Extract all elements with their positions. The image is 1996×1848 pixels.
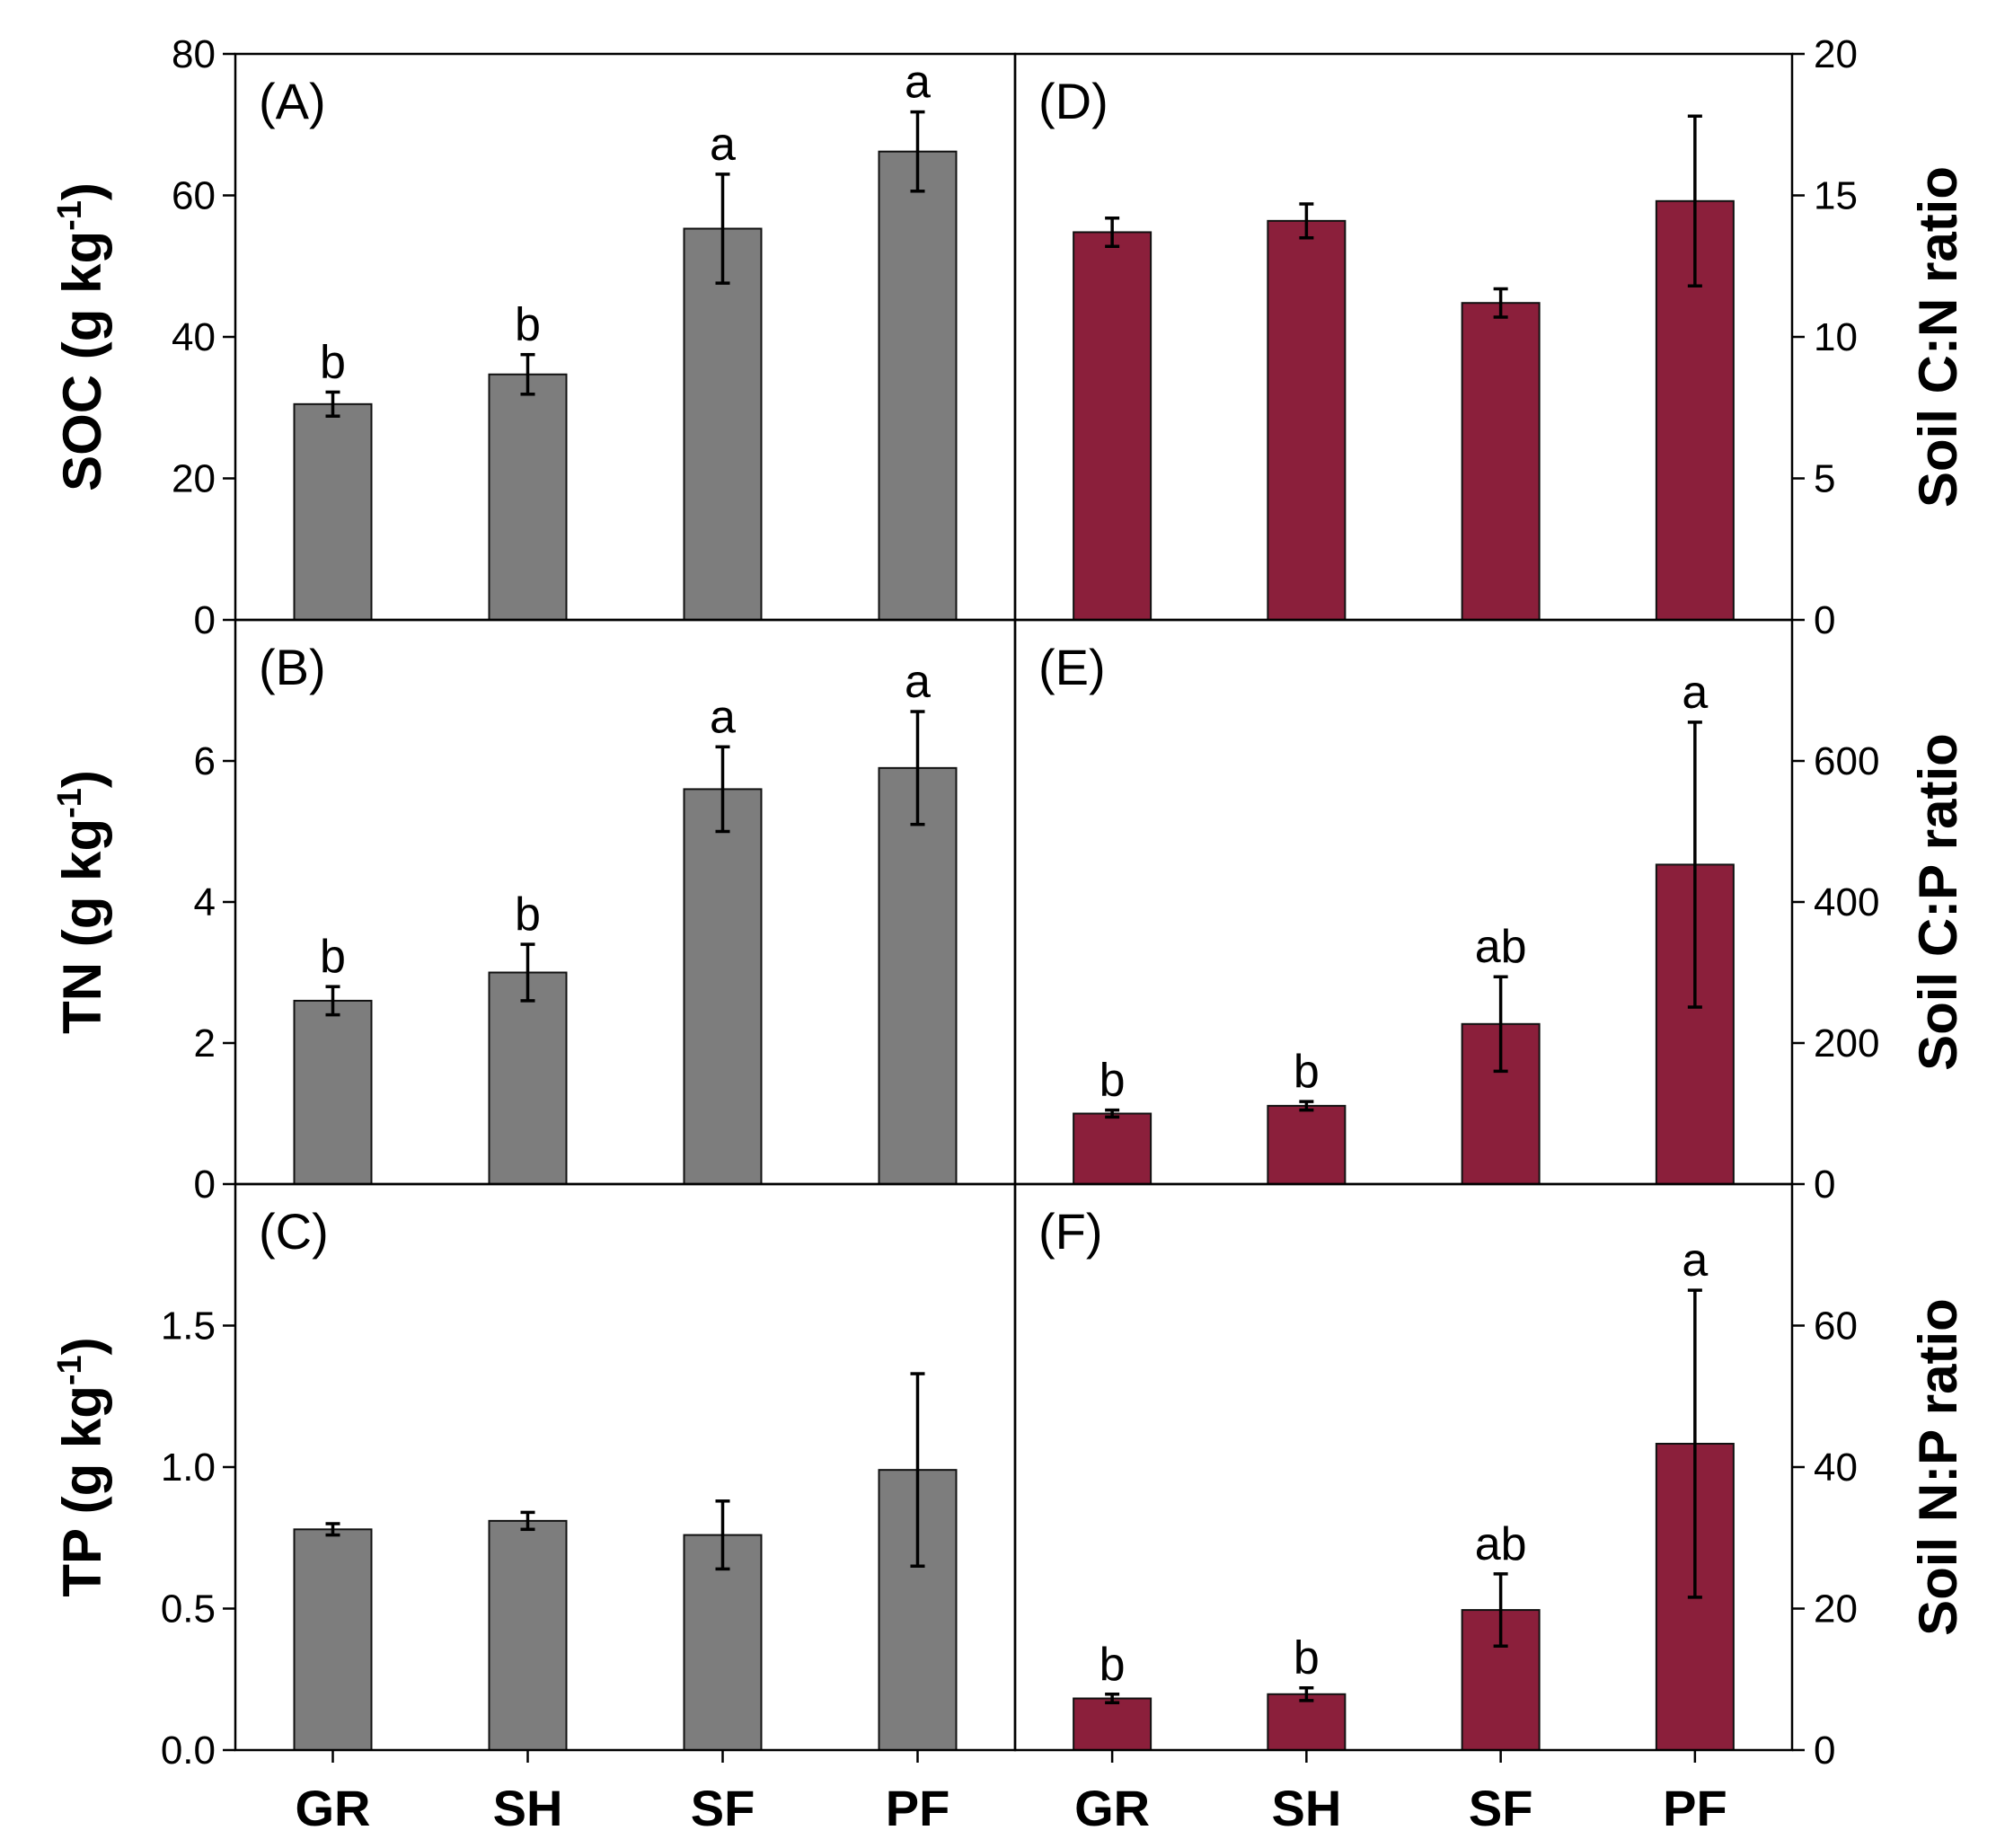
panel-f-significance-label-sf: ab — [1475, 1518, 1527, 1570]
panel-d-ytick-label: 15 — [1814, 174, 1858, 218]
panel-b-ytick-label: 4 — [194, 880, 216, 924]
panel-a-significance-label-sh: b — [515, 299, 541, 351]
panel-e-ytick-label: 600 — [1814, 739, 1879, 783]
panel-e-ylabel: Soil C:P ratio — [1908, 733, 1968, 1071]
panel-f-significance-label-pf: a — [1682, 1234, 1708, 1287]
panel-a-bar-gr — [293, 402, 373, 621]
panel-f-ytick-label: 60 — [1814, 1304, 1858, 1348]
panel-c-ytick-label: 0.5 — [161, 1587, 216, 1631]
panel-f-bar-gr — [1073, 1697, 1153, 1751]
panel-f-ylabel: Soil N:P ratio — [1908, 1298, 1968, 1636]
panel-c-ytick-label: 0.0 — [161, 1729, 216, 1773]
panel-a-bar-sh — [488, 373, 568, 621]
panel-d-bar-sf — [1461, 302, 1541, 621]
panel-a-ytick-label: 80 — [172, 32, 216, 76]
panel-c-category-label-sh: SH — [493, 1780, 563, 1836]
panel-b-ytick-label: 2 — [194, 1021, 216, 1065]
panel-e-ytick-label: 400 — [1814, 880, 1879, 924]
panel-a-ylabel: SOC (g kg-1) — [51, 182, 112, 491]
panel-f-significance-label-sh: b — [1294, 1632, 1320, 1684]
panel-c-category-label-gr: GR — [296, 1780, 371, 1836]
panel-e-ytick-label: 0 — [1814, 1163, 1835, 1207]
panel-e-significance-label-gr: b — [1100, 1055, 1126, 1107]
panel-f-category-label-gr: GR — [1074, 1780, 1150, 1836]
panel-c-ytick-label: 1.0 — [161, 1446, 216, 1490]
panel-e-bar-gr — [1073, 1112, 1153, 1185]
panel-e-bar-sh — [1267, 1104, 1347, 1185]
panel-f-category-label-sf: SF — [1469, 1780, 1533, 1836]
panel-c-ytick-label: 1.5 — [161, 1304, 216, 1348]
panel-d-bar-sh — [1267, 219, 1347, 621]
panel-b-ylabel: TN (g kg-1) — [51, 770, 112, 1034]
panel-a-significance-label-gr: b — [320, 336, 346, 388]
panel-c-label: (C) — [259, 1203, 329, 1260]
panel-f-ytick-label: 40 — [1814, 1446, 1858, 1490]
panel-e-significance-label-sh: b — [1294, 1046, 1320, 1098]
panel-a-significance-label-pf: a — [905, 57, 931, 109]
panel-a-ytick-label: 0 — [194, 598, 216, 642]
panel-a-significance-label-sf: a — [710, 119, 736, 171]
panel-d-ylabel: Soil C:N ratio — [1908, 166, 1968, 508]
panel-b-bar-sf — [683, 788, 763, 1186]
panel-b-bar-pf — [878, 766, 958, 1185]
panel-f-category-label-sh: SH — [1271, 1780, 1341, 1836]
panel-b-ytick-label: 6 — [194, 739, 216, 783]
panel-b-label: (B) — [259, 639, 326, 695]
panel-a-ytick-label: 60 — [172, 174, 216, 218]
panel-f-ytick-label: 20 — [1814, 1587, 1858, 1631]
panel-f-category-label-pf: PF — [1663, 1780, 1727, 1836]
panel-a-ytick-label: 20 — [172, 457, 216, 501]
panel-f-significance-label-gr: b — [1100, 1639, 1126, 1691]
panel-d-ytick-label: 10 — [1814, 315, 1858, 359]
panel-e-significance-label-sf: ab — [1475, 921, 1527, 973]
panel-d-bar-gr — [1073, 231, 1153, 621]
panel-f-ytick-label: 0 — [1814, 1729, 1835, 1773]
panel-e-significance-label-pf: a — [1682, 667, 1708, 719]
panel-b-bar-sh — [488, 971, 568, 1185]
panel-d-ytick-label: 20 — [1814, 32, 1858, 76]
panel-f-bar-sh — [1267, 1693, 1347, 1751]
panel-f-label: (F) — [1038, 1203, 1103, 1260]
panel-a-ytick-label: 40 — [172, 315, 216, 359]
panel-c-category-label-pf: PF — [886, 1780, 950, 1836]
panel-b-significance-label-sh: b — [515, 889, 541, 941]
panel-a-bar-sf — [683, 227, 763, 621]
panel-b-significance-label-gr: b — [320, 931, 346, 983]
panel-b-significance-label-sf: a — [710, 691, 736, 743]
panel-b-significance-label-pf: a — [905, 656, 931, 708]
panel-b-ytick-label: 0 — [194, 1163, 216, 1207]
panel-e-label: (E) — [1038, 639, 1106, 695]
panel-a-bar-pf — [878, 150, 958, 622]
panel-a-label: (A) — [259, 73, 326, 129]
panel-d-label: (D) — [1038, 73, 1108, 129]
panel-c-ylabel: TP (g kg-1) — [51, 1337, 112, 1596]
panel-b-bar-gr — [293, 999, 373, 1186]
panel-c-category-label-sf: SF — [691, 1780, 755, 1836]
panel-c-bar-gr — [293, 1528, 373, 1752]
panel-e-ytick-label: 200 — [1814, 1021, 1879, 1065]
panel-c-bar-sh — [488, 1519, 568, 1751]
panel-d-ytick-label: 0 — [1814, 598, 1835, 642]
panel-d-ytick-label: 5 — [1814, 457, 1835, 501]
